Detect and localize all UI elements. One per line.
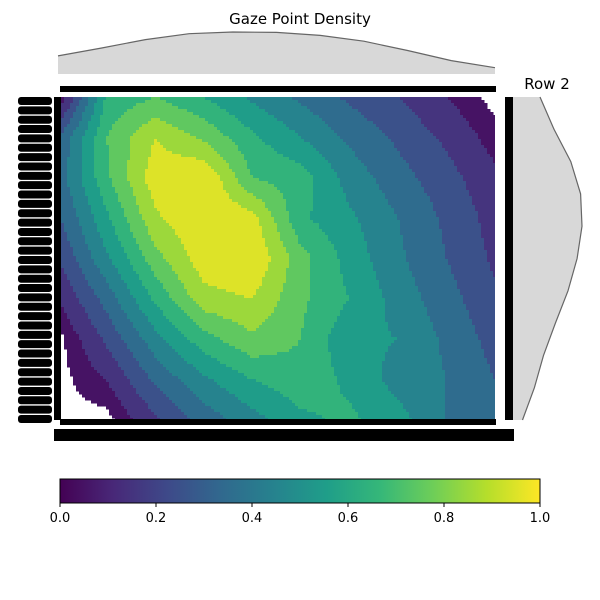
colorbar-tick-label: 0.8 [434, 511, 455, 526]
chart-title: Gaze Point Density [229, 10, 371, 28]
right-marginal-distribution [512, 97, 582, 420]
side-label: Row 2 [524, 75, 570, 93]
colorbar-tick-label: 1.0 [530, 511, 551, 526]
density-contour-plot [58, 97, 497, 422]
y-tick-labels [18, 97, 52, 423]
colorbar-tick-label: 0.6 [338, 511, 359, 526]
colorbar: 0.0 0.2 0.4 0.6 0.8 1.0 [50, 479, 551, 526]
top-marginal-distribution [58, 32, 495, 74]
x-tick-labels [54, 429, 514, 441]
colorbar-tick-label: 0.0 [50, 511, 71, 526]
colorbar-tick-label: 0.2 [146, 511, 167, 526]
colorbar-tick-label: 0.4 [242, 511, 263, 526]
